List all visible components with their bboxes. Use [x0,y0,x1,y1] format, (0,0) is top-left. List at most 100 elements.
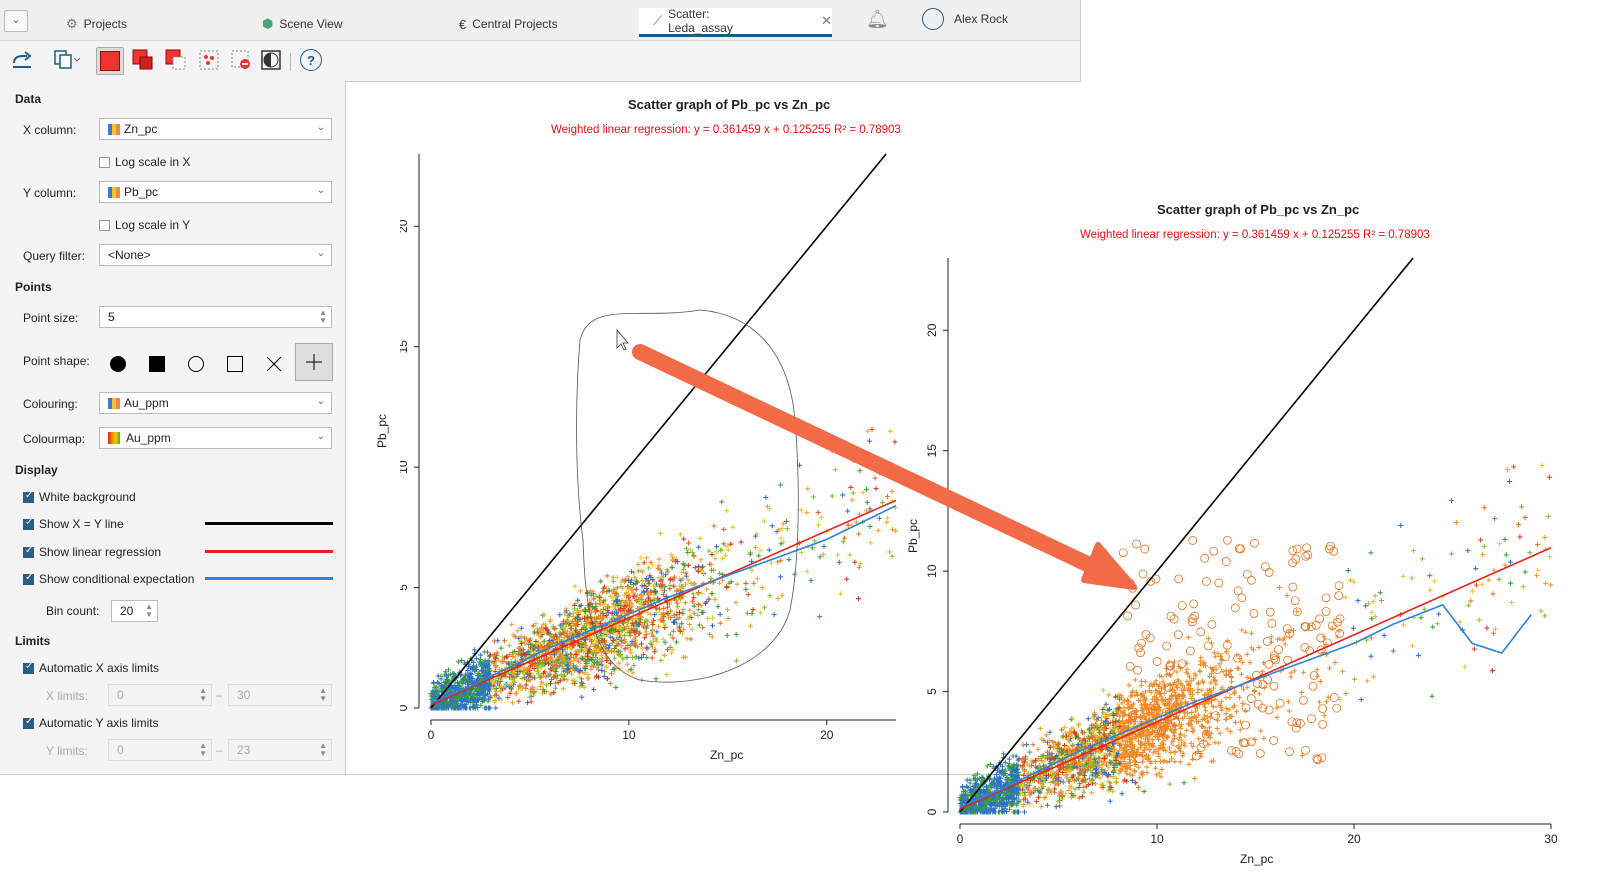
data-point [1100,770,1106,776]
data-point [1198,658,1204,664]
shape-cross[interactable] [258,347,290,381]
data-point [1096,729,1102,735]
clear-selection-button[interactable] [228,47,254,73]
data-point [991,797,997,803]
data-point [1088,752,1094,758]
white-background-checkbox[interactable]: White background [23,490,136,504]
query-filter-select[interactable]: <None> ⌄ [99,244,332,266]
data-point [1199,678,1205,684]
data-point [977,798,983,804]
scene-view-icon: ⬢ [262,16,274,31]
data-point [1085,746,1091,752]
data-point [994,788,1000,794]
shape-circle-open[interactable] [180,347,212,381]
copy-icon[interactable] [50,47,84,73]
data-point [1036,785,1042,791]
log-x-checkbox[interactable]: Log scale in X [99,155,190,169]
data-point [1177,724,1183,730]
data-point [1138,734,1144,740]
data-point [1471,646,1477,652]
bell-icon[interactable]: 🔔︎ [866,9,889,29]
subtract-selection-button[interactable] [163,47,189,73]
data-point [1261,660,1267,666]
colouring-select[interactable]: Au_ppm ⌄ [99,392,332,414]
auto-x-limits-checkbox[interactable]: Automatic X axis limits [23,661,159,675]
x-limit-min-input[interactable]: 0 ▲ ▼ [108,684,212,706]
data-point [1259,672,1265,678]
select-all-button[interactable] [96,47,124,75]
plot-pane[interactable] [345,81,1081,774]
close-icon[interactable]: ✕ [821,13,832,28]
data-point [1148,719,1154,725]
data-point [1111,733,1117,739]
point-size-spinner[interactable]: 5 ▲ ▼ [99,306,332,328]
bin-count-spinner[interactable]: 20 ▲ ▼ [111,600,158,622]
log-y-checkbox[interactable]: Log scale in Y [99,218,190,232]
regression-swatch[interactable] [205,550,333,553]
data-point [1016,781,1022,787]
data-point [1489,668,1495,674]
data-point [1001,809,1007,815]
data-point [1135,785,1141,791]
data-point [1133,689,1139,695]
x-column-select[interactable]: Zn_pc ⌄ [99,118,332,140]
invert-selection-button[interactable] [258,47,284,73]
shape-square-filled[interactable] [141,347,173,381]
y-limit-max-input[interactable]: 23 ▲ ▼ [228,739,332,761]
data-point [970,801,976,807]
data-point [1121,705,1127,711]
data-point [1056,775,1062,781]
tab-scene-view[interactable]: ⬢ Scene View [262,8,343,40]
data-point [962,800,968,806]
data-point [1144,721,1150,727]
colourmap-select[interactable]: Au_ppm ⌄ [99,427,332,449]
y-column-select[interactable]: Pb_pc ⌄ [99,181,332,203]
data-point [979,805,985,811]
data-point [1013,780,1019,786]
data-point [1192,704,1198,710]
data-point [992,801,998,807]
export-icon[interactable] [9,47,35,73]
select-points-button[interactable] [196,47,222,73]
data-point [984,805,990,811]
x-limit-max-input[interactable]: 30 ▲ ▼ [228,684,332,706]
add-selection-button[interactable] [130,47,156,73]
cond-expectation-swatch[interactable] [205,577,333,580]
data-point [995,783,1001,789]
tab-label: Scene View [279,17,343,31]
auto-y-limits-checkbox[interactable]: Automatic Y axis limits [23,716,159,730]
data-point [1100,783,1105,789]
xy-line-checkbox[interactable]: Show X = Y line [23,517,124,531]
tab-projects[interactable]: ⚙ Projects [66,8,127,40]
data-point [1141,710,1147,716]
data-point [979,794,985,800]
data-point [968,790,974,796]
data-point [1249,630,1255,636]
data-point [1110,769,1116,775]
data-point [1012,777,1018,783]
y-limit-min-input[interactable]: 0 ▲ ▼ [108,739,212,761]
shape-circle-filled[interactable] [102,347,134,381]
xy-line-swatch[interactable] [205,522,333,525]
data-point [1109,788,1115,794]
data-point [980,782,986,788]
data-point [982,803,988,809]
shape-plus[interactable] [295,343,333,381]
help-button[interactable]: ? [298,47,324,73]
data-point [1150,737,1156,743]
data-point [988,798,994,804]
linear-regression-checkbox[interactable]: Show linear regression [23,545,161,559]
shape-square-open[interactable] [219,347,251,381]
tab-scatter[interactable]: ⟋ Scatter: Leda_assay ✕ [639,7,832,37]
data-point [1124,765,1130,771]
cond-expectation-checkbox[interactable]: Show conditional expectation [23,572,194,586]
data-point [988,790,994,796]
toolbar-divider [290,53,291,71]
chevron-down-icon[interactable]: ⌄ [4,10,28,32]
data-point [990,795,996,801]
data-point [959,809,965,815]
data-point [1421,606,1427,612]
tab-central-projects[interactable]: € Central Projects [459,8,558,40]
user-menu[interactable]: Alex Rock [922,8,1008,30]
data-point [1150,730,1156,736]
